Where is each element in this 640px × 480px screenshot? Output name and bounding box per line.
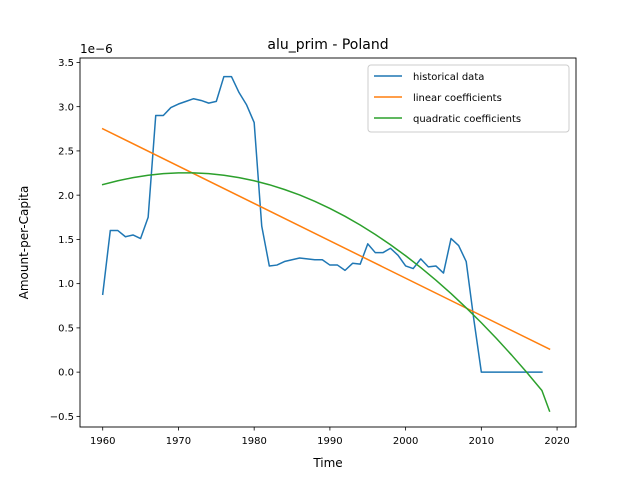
legend-box bbox=[367, 64, 570, 133]
series-line-2 bbox=[101, 127, 551, 351]
y-axis-label: Amount-per-Capita bbox=[17, 186, 31, 300]
y-tick-label: 1.5 bbox=[58, 235, 74, 246]
y-tick-label: 2.0 bbox=[58, 191, 74, 202]
x-tick-label: 2020 bbox=[544, 436, 569, 447]
y-tick-label: 2.5 bbox=[58, 147, 74, 158]
y-tick-label: 0.5 bbox=[58, 323, 74, 334]
y-tick-label: 3.0 bbox=[58, 102, 74, 113]
x-tick-label: 1980 bbox=[241, 436, 266, 447]
plot-area bbox=[101, 75, 551, 413]
plot-frame bbox=[79, 57, 577, 428]
x-tick-label: 1960 bbox=[90, 436, 115, 447]
legend: historical data linear coefficients quadra… bbox=[367, 64, 570, 133]
x-tick-label: 2010 bbox=[469, 436, 494, 447]
x-tick-label: 1990 bbox=[317, 436, 342, 447]
x-tick-label: 1970 bbox=[166, 436, 191, 447]
y-tick-label: −0.5 bbox=[50, 412, 74, 423]
x-tick-label: 2000 bbox=[393, 436, 418, 447]
y-tick-label: 0.0 bbox=[58, 368, 74, 379]
axes-ticks: 1960 1970 1980 1990 2000 2010 2020 −0.5 0.0 0.5 1.… bbox=[50, 58, 570, 447]
y-tick-label: 3.5 bbox=[58, 58, 74, 69]
series-line-3 bbox=[101, 172, 551, 413]
legend-label-3: quadratic coefficients bbox=[413, 114, 521, 125]
y-offset-label: 1e−6 bbox=[80, 42, 113, 56]
y-tick-label: 1.0 bbox=[58, 279, 74, 290]
x-axis-label: Time bbox=[312, 456, 342, 470]
chart-title: alu_prim - Poland bbox=[267, 37, 388, 53]
series-line-1 bbox=[101, 75, 543, 373]
legend-label-2: linear coefficients bbox=[413, 93, 502, 104]
legend-label-1: historical data bbox=[413, 72, 484, 83]
